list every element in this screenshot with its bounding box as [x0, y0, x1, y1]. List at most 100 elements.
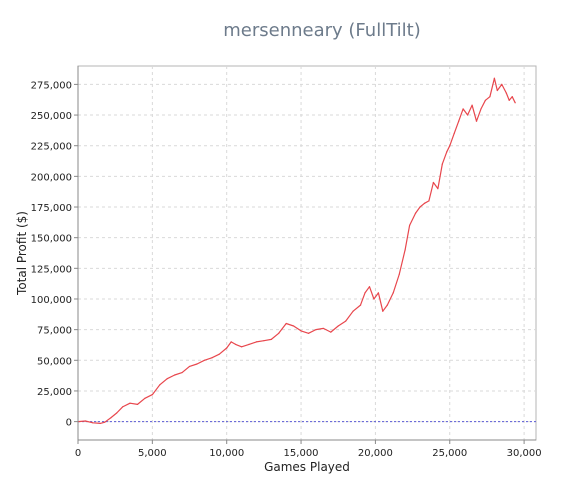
- data-point: [240, 346, 243, 348]
- data-point: [337, 325, 339, 327]
- y-tick-label: 150,000: [31, 234, 72, 245]
- data-point: [345, 320, 347, 322]
- data-point: [248, 343, 250, 345]
- data-point: [181, 371, 183, 374]
- data-point: [110, 417, 112, 419]
- data-point: [211, 357, 213, 359]
- x-tick-label: 20,000: [358, 448, 393, 459]
- data-point: [174, 374, 176, 376]
- data-point: [404, 249, 406, 251]
- data-point: [166, 378, 168, 380]
- x-tick-label: 25,000: [432, 448, 467, 459]
- y-tick-label: 200,000: [31, 172, 72, 183]
- data-point: [151, 394, 153, 396]
- data-point: [188, 365, 191, 368]
- y-tick-label: 25,000: [37, 387, 72, 398]
- x-tick-label: 30,000: [507, 448, 542, 459]
- data-point: [441, 163, 443, 165]
- data-point: [92, 422, 94, 424]
- data-point: [300, 330, 302, 332]
- series-line: [77, 77, 516, 424]
- data-point: [484, 99, 487, 101]
- data-point: [364, 292, 366, 294]
- data-point: [392, 292, 394, 294]
- data-point: [270, 338, 272, 341]
- y-tick-label: 225,000: [31, 142, 72, 153]
- data-point: [514, 102, 516, 104]
- data-point: [84, 420, 87, 422]
- chart-title: mersenneary (FullTilt): [223, 20, 421, 41]
- plot-frame: [77, 65, 537, 441]
- data-point: [449, 145, 451, 147]
- x-tick-label: 5,000: [138, 448, 167, 459]
- x-tick-label: 10,000: [209, 448, 244, 459]
- series-layer: [77, 77, 516, 425]
- data-point: [129, 402, 131, 404]
- data-point: [511, 96, 513, 98]
- data-point: [330, 331, 332, 333]
- y-tick-label: 75,000: [37, 326, 72, 337]
- data-point: [235, 343, 237, 345]
- x-tick-label: 15,000: [284, 448, 319, 459]
- data-point: [116, 412, 118, 414]
- data-point: [278, 332, 280, 334]
- data-point: [501, 83, 503, 85]
- data-point: [373, 298, 375, 300]
- data-point: [196, 363, 198, 365]
- data-point: [432, 181, 434, 184]
- y-tick-label: 175,000: [31, 203, 72, 214]
- x-axis-label: Games Played: [264, 460, 350, 474]
- y-tick-label: 250,000: [31, 111, 72, 122]
- y-tick-label: 275,000: [31, 80, 72, 91]
- data-point: [122, 406, 124, 408]
- data-point: [489, 96, 491, 98]
- data-point: [419, 206, 421, 208]
- axis-layer: 0 25,000 50,000 75,000 100,000 125,000 150,000…: [31, 66, 542, 459]
- data-point: [226, 347, 228, 349]
- y-tick-label: 100,000: [31, 295, 72, 306]
- data-point: [458, 120, 460, 122]
- data-point: [159, 384, 161, 386]
- data-point: [471, 104, 473, 106]
- data-point: [368, 286, 371, 288]
- data-point: [307, 332, 310, 334]
- data-point: [437, 188, 439, 190]
- data-point: [322, 327, 324, 330]
- grid-layer: [77, 65, 537, 441]
- data-point: [285, 322, 287, 325]
- data-point: [203, 359, 205, 361]
- data-point: [315, 329, 317, 331]
- data-point: [218, 353, 220, 355]
- data-point: [377, 292, 379, 294]
- data-point: [480, 108, 482, 110]
- data-point: [359, 304, 362, 306]
- data-point: [505, 92, 507, 94]
- data-point: [230, 341, 232, 343]
- x-tick-label: 0: [75, 448, 81, 459]
- data-point: [386, 304, 388, 306]
- y-tick-label: 50,000: [37, 356, 72, 367]
- data-point: [104, 421, 106, 423]
- data-point: [423, 202, 426, 204]
- data-point: [398, 273, 400, 276]
- data-point: [99, 422, 101, 425]
- data-point: [493, 77, 495, 79]
- data-point: [255, 341, 258, 343]
- data-point: [496, 89, 498, 92]
- data-point: [428, 200, 430, 202]
- data-point: [446, 151, 448, 153]
- data-point: [263, 340, 265, 342]
- data-point: [414, 212, 417, 214]
- data-point: [453, 132, 455, 135]
- data-point: [475, 120, 478, 122]
- data-point: [466, 114, 469, 116]
- y-tick-label: 125,000: [31, 264, 72, 275]
- data-point: [508, 99, 510, 101]
- data-point: [409, 224, 411, 227]
- data-point: [462, 108, 464, 110]
- y-tick-label: 0: [66, 418, 72, 429]
- data-point: [382, 310, 384, 312]
- data-point: [293, 325, 295, 327]
- data-point: [136, 403, 139, 406]
